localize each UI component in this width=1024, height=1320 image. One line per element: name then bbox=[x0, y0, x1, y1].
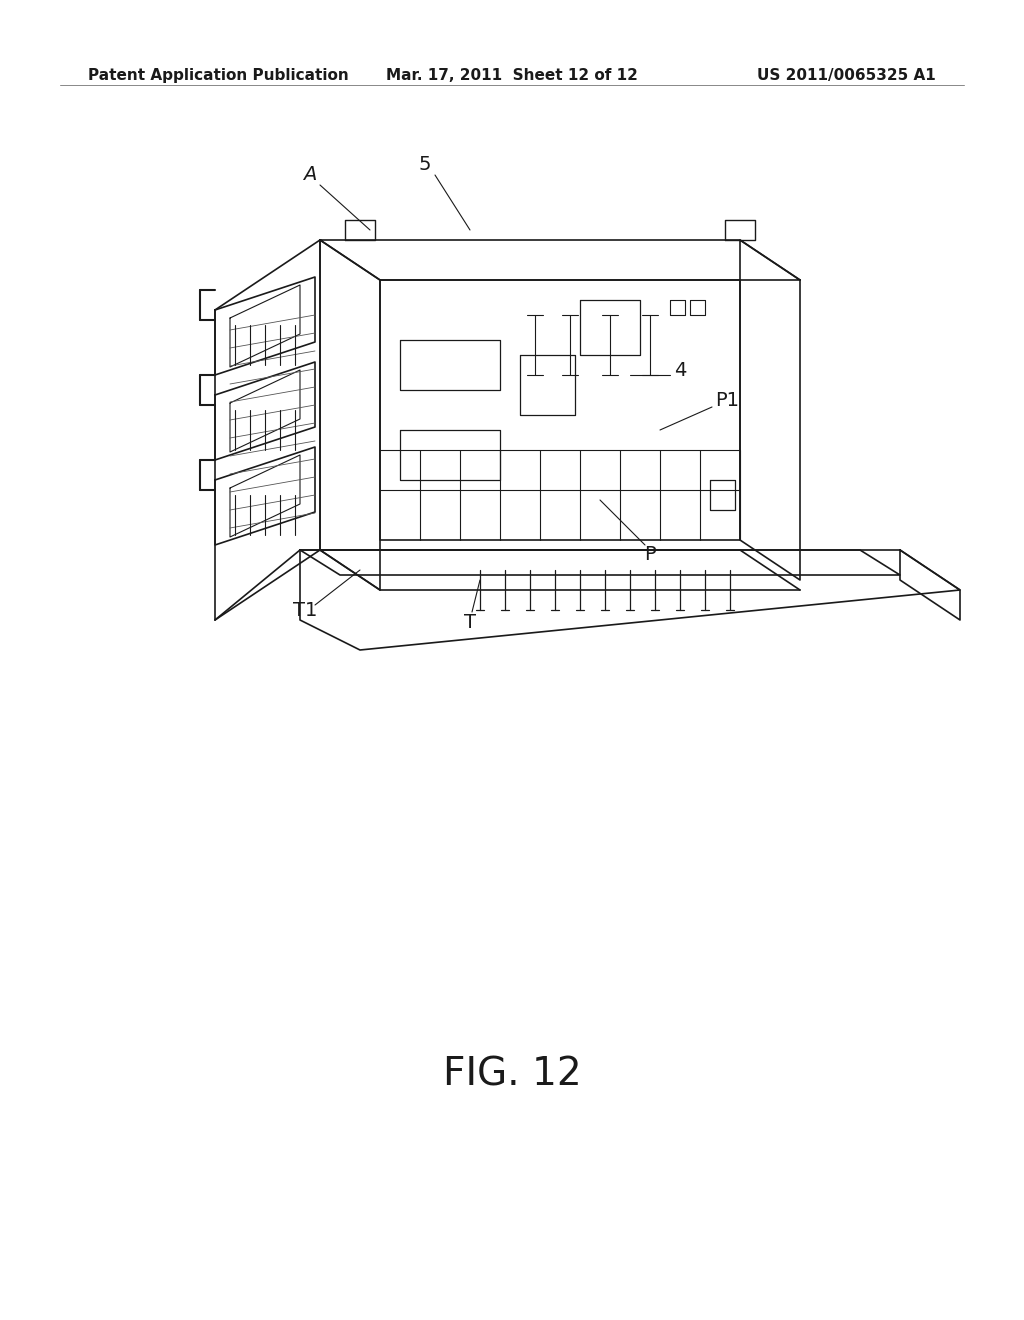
Text: Patent Application Publication: Patent Application Publication bbox=[88, 69, 349, 83]
Text: Mar. 17, 2011  Sheet 12 of 12: Mar. 17, 2011 Sheet 12 of 12 bbox=[386, 69, 638, 83]
Text: T: T bbox=[464, 612, 476, 631]
Text: US 2011/0065325 A1: US 2011/0065325 A1 bbox=[758, 69, 936, 83]
Text: 5: 5 bbox=[419, 156, 431, 174]
Text: 4: 4 bbox=[674, 360, 686, 380]
Text: T1: T1 bbox=[293, 601, 317, 619]
Text: A: A bbox=[303, 165, 316, 185]
Text: P1: P1 bbox=[715, 391, 739, 409]
Text: P: P bbox=[644, 545, 655, 565]
Text: FIG. 12: FIG. 12 bbox=[442, 1056, 582, 1094]
